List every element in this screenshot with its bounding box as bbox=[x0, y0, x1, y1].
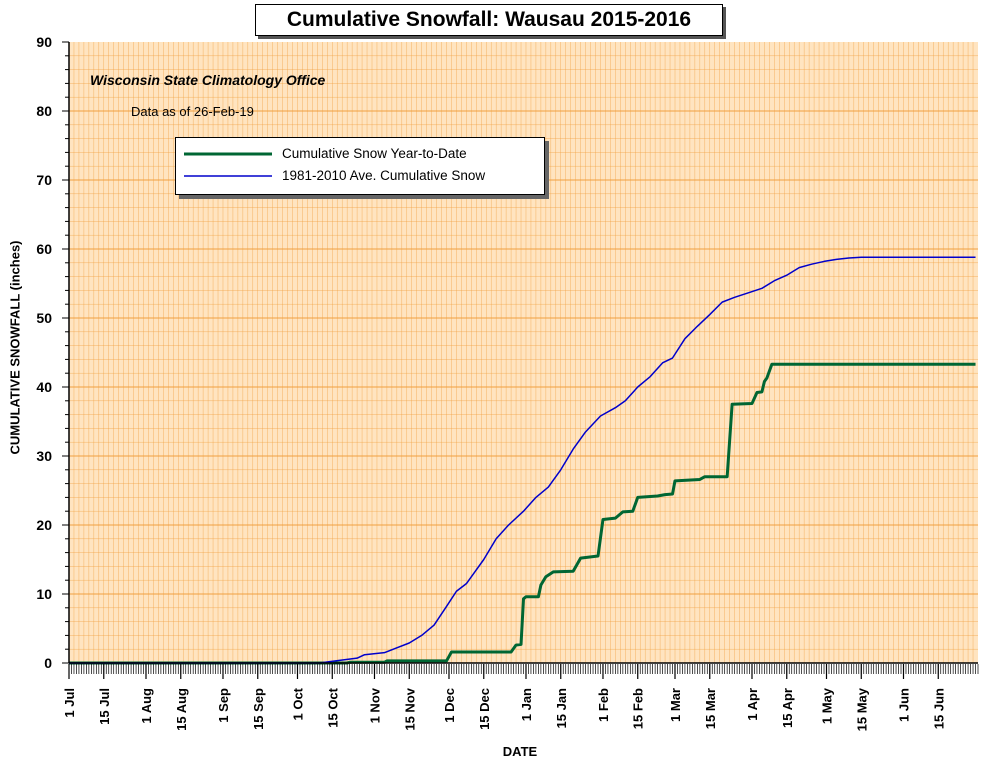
legend-swatch-ytd bbox=[184, 152, 272, 155]
x-tick-label: 15 Apr bbox=[780, 688, 795, 728]
legend-label-ytd: Cumulative Snow Year-to-Date bbox=[282, 146, 467, 161]
chart-title: Cumulative Snowfall: Wausau 2015-2016 bbox=[255, 4, 723, 36]
plot-background bbox=[69, 42, 978, 663]
credit-text: Wisconsin State Climatology Office bbox=[90, 72, 326, 88]
x-tick-label: 1 Sep bbox=[216, 688, 231, 723]
x-tick-label: 1 Dec bbox=[442, 688, 457, 723]
data-series bbox=[69, 256, 976, 665]
x-tick-label: 15 Aug bbox=[174, 688, 189, 731]
x-axis-label: DATE bbox=[502, 744, 538, 759]
legend-item-ytd: Cumulative Snow Year-to-Date bbox=[184, 146, 467, 161]
x-tick-label: 15 Jul bbox=[97, 688, 112, 725]
x-tick-label: 1 Jun bbox=[896, 688, 911, 722]
x-tick-label: 15 Sep bbox=[251, 688, 266, 730]
y-tick-label: 50 bbox=[36, 310, 52, 326]
x-tick-label: 15 Dec bbox=[477, 688, 492, 730]
x-tick-label: 1 Aug bbox=[139, 688, 154, 724]
y-tick-label: 30 bbox=[36, 448, 52, 464]
series-line-average bbox=[69, 256, 976, 664]
y-tick-label: 70 bbox=[36, 172, 52, 188]
x-tick-label: 1 Nov bbox=[367, 687, 382, 723]
x-tick-label: 1 Jul bbox=[62, 688, 77, 718]
y-tick-label: 40 bbox=[36, 379, 52, 395]
x-tick-label: 1 Mar bbox=[668, 688, 683, 722]
series-line-ytd bbox=[69, 362, 976, 665]
data-as-of-text: Data as of 26-Feb-19 bbox=[131, 104, 254, 119]
legend-item-average: 1981-2010 Ave. Cumulative Snow bbox=[184, 168, 485, 183]
y-tick-label: 20 bbox=[36, 517, 52, 533]
y-axis-label: CUMULATIVE SNOWFALL (inches) bbox=[7, 240, 23, 455]
x-axis: 1 Jul 15 Jul 1 Aug 15 Aug 1 Sep 15 Sep 1 Oct 15… bbox=[62, 664, 979, 731]
x-tick-label: 1 Oct bbox=[290, 687, 305, 720]
x-tick-label: 15 May bbox=[854, 687, 869, 731]
y-tick-label: 60 bbox=[36, 241, 52, 257]
chart-legend: Cumulative Snow Year-to-Date 1981-2010 A… bbox=[175, 137, 545, 195]
legend-swatch-average bbox=[184, 174, 272, 177]
x-tick-label: 1 Apr bbox=[745, 688, 760, 721]
x-tick-label: 15 Mar bbox=[703, 688, 718, 729]
x-tick-label: 1 Jan bbox=[519, 688, 534, 721]
legend-label-average: 1981-2010 Ave. Cumulative Snow bbox=[282, 168, 486, 183]
x-tick-label: 15 Jun bbox=[931, 688, 946, 729]
x-tick-label: 15 Jan bbox=[554, 688, 569, 729]
y-axis: 0 10 20 30 40 50 60 70 80 90 bbox=[36, 34, 69, 671]
y-tick-label: 0 bbox=[44, 655, 52, 671]
y-tick-label: 10 bbox=[36, 586, 52, 602]
x-tick-label: 15 Nov bbox=[402, 687, 417, 730]
x-tick-label: 15 Oct bbox=[325, 687, 340, 727]
y-tick-label: 90 bbox=[36, 34, 52, 50]
x-tick-label: 1 Feb bbox=[596, 688, 611, 722]
x-tick-label: 15 Feb bbox=[631, 688, 646, 729]
x-tick-label: 1 May bbox=[820, 687, 835, 724]
y-tick-label: 80 bbox=[36, 103, 52, 119]
